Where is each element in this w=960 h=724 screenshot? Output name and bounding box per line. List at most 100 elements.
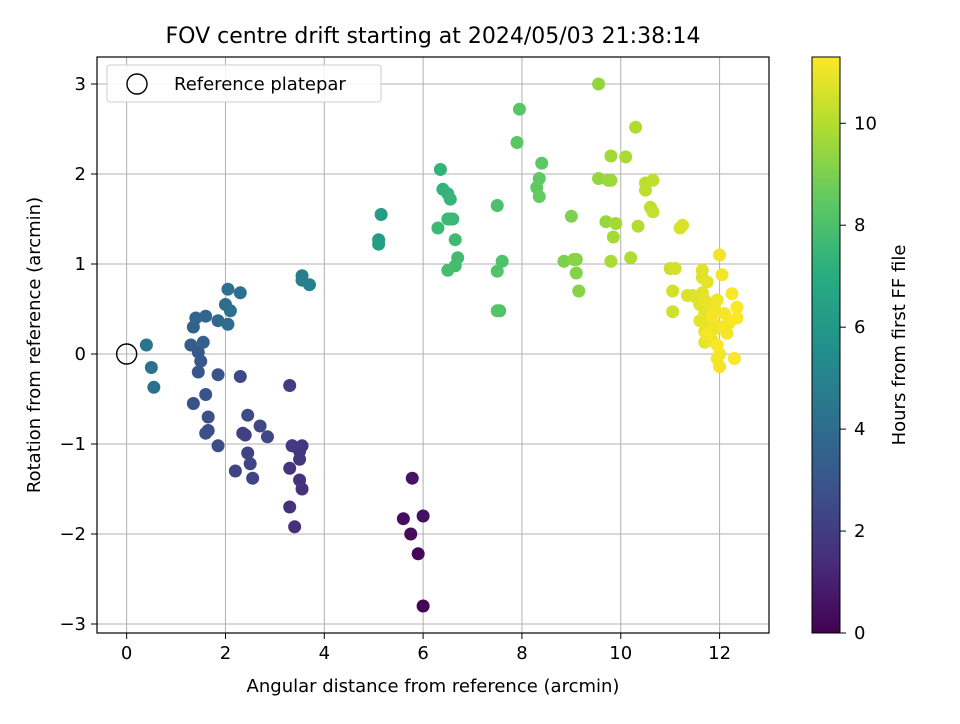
data-point <box>668 262 682 275</box>
y-tick-label: −3 <box>59 614 86 635</box>
y-tick-label: 1 <box>75 254 86 275</box>
data-point <box>599 215 613 229</box>
data-point <box>233 370 247 383</box>
legend: Reference platepar <box>106 64 382 103</box>
data-point <box>490 199 504 212</box>
x-tick-label: 4 <box>319 643 330 664</box>
data-point <box>416 599 430 613</box>
data-point <box>727 352 741 365</box>
y-tick-label: −1 <box>59 434 86 455</box>
data-point <box>730 300 744 314</box>
data-point <box>490 304 504 318</box>
data-point <box>720 326 734 340</box>
data-point <box>676 218 690 232</box>
data-point <box>246 471 260 485</box>
x-axis-label: Angular distance from reference (arcmin) <box>247 676 620 697</box>
colorbar-tick-label: 2 <box>854 521 865 542</box>
data-point <box>431 221 445 235</box>
colorbar: 0 2 4 6 8 10 Hours from first FF file <box>811 56 910 644</box>
y-axis-label: Rotation from reference (arcmin) <box>24 197 45 493</box>
y-tick-label: 0 <box>75 344 86 365</box>
data-point <box>606 230 620 244</box>
data-point <box>705 309 719 323</box>
data-point <box>646 205 660 219</box>
chart-title: FOV centre drift starting at 2024/05/03 … <box>166 24 701 49</box>
data-point <box>372 237 386 251</box>
y-axis-ticks: −3 −2 −1 0 1 2 3 <box>59 74 97 635</box>
colorbar-tick-label: 4 <box>854 419 865 440</box>
data-point <box>569 266 583 280</box>
data-point <box>715 268 729 282</box>
data-point <box>211 439 225 453</box>
data-point <box>601 173 615 187</box>
colorbar-ticks: 0 2 4 6 8 10 <box>840 113 877 644</box>
data-point <box>713 248 727 262</box>
data-point <box>243 457 257 471</box>
data-point <box>557 254 571 268</box>
data-point <box>211 314 225 328</box>
data-point <box>638 183 652 197</box>
data-point <box>238 428 252 442</box>
data-point <box>241 446 255 460</box>
colorbar-tick-label: 0 <box>854 623 865 644</box>
data-point <box>199 309 213 323</box>
data-point <box>411 547 425 561</box>
data-point <box>221 317 235 331</box>
data-point <box>730 311 744 325</box>
colorbar-tick-label: 6 <box>854 317 865 338</box>
data-point <box>666 305 680 319</box>
y-tick-label: −2 <box>59 524 86 545</box>
data-point <box>139 338 153 352</box>
data-point <box>604 254 618 268</box>
data-point <box>441 263 455 277</box>
data-point <box>604 149 618 163</box>
data-point <box>144 361 158 374</box>
colorbar-gradient <box>811 56 841 634</box>
data-point <box>532 190 546 203</box>
data-point <box>293 452 307 466</box>
data-point <box>619 150 633 164</box>
data-point <box>260 430 274 444</box>
data-point <box>189 311 203 325</box>
data-point <box>201 410 215 424</box>
data-point <box>448 233 462 247</box>
data-point <box>186 397 200 410</box>
data-point <box>700 327 714 341</box>
data-point <box>710 338 724 352</box>
data-point <box>592 77 606 91</box>
colorbar-label: Hours from first FF file <box>889 245 910 446</box>
y-tick-label: 2 <box>75 164 86 185</box>
data-point <box>572 284 586 298</box>
legend-box <box>106 64 382 103</box>
data-point <box>666 284 680 298</box>
data-point <box>199 388 213 401</box>
x-tick-label: 2 <box>220 643 231 664</box>
data-point <box>713 360 727 374</box>
data-point <box>191 365 205 379</box>
data-point <box>221 282 235 296</box>
data-point <box>535 156 549 170</box>
data-point <box>295 439 309 453</box>
data-point <box>592 172 606 185</box>
data-point <box>233 286 247 300</box>
x-axis-ticks: 0 2 4 6 8 10 12 <box>121 633 731 664</box>
reference-platepar-marker <box>115 343 138 365</box>
data-point <box>211 368 225 382</box>
data-point <box>443 192 457 206</box>
data-point <box>609 217 623 230</box>
legend-label: Reference platepar <box>174 74 346 95</box>
data-point <box>693 314 707 328</box>
legend-marker-open-circle <box>126 73 148 95</box>
data-point <box>223 304 237 318</box>
data-point <box>510 136 524 149</box>
data-point <box>283 500 297 514</box>
data-point <box>283 379 297 392</box>
data-point <box>396 512 410 526</box>
data-point <box>283 461 297 475</box>
data-point <box>490 264 504 278</box>
data-point <box>147 380 161 394</box>
data-points <box>139 77 744 613</box>
x-tick-label: 12 <box>708 643 731 664</box>
data-point <box>700 275 714 289</box>
